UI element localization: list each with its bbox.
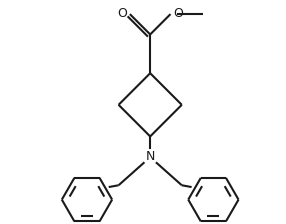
Text: O: O xyxy=(117,7,127,20)
Text: N: N xyxy=(146,150,155,163)
Text: O: O xyxy=(174,7,183,20)
